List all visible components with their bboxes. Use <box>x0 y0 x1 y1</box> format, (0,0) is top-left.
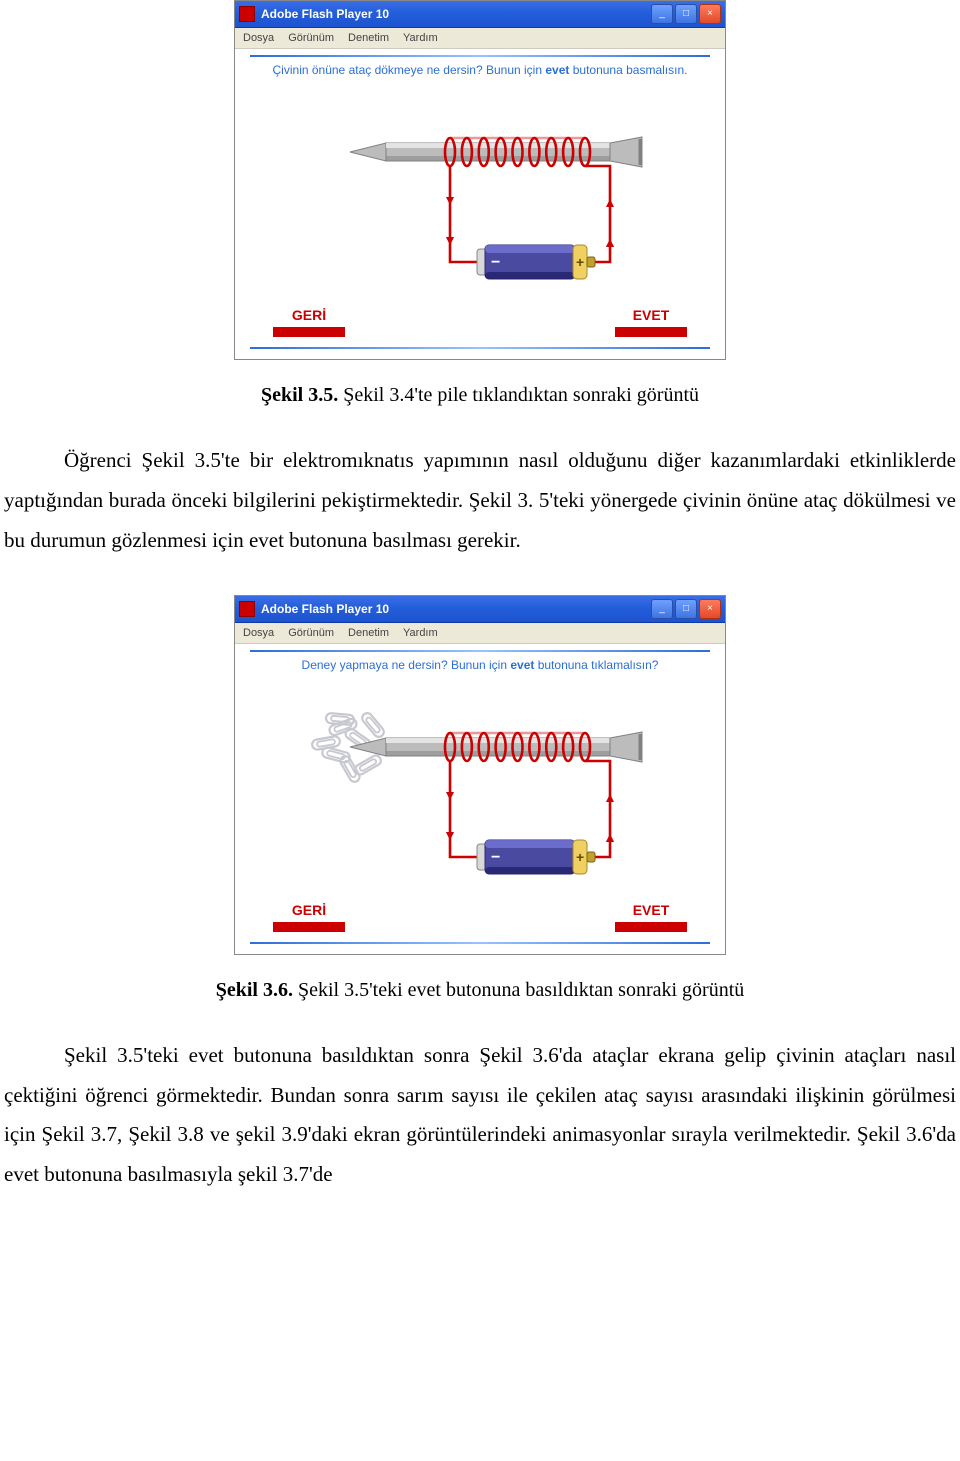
instruction-prefix: Çivinin önüne ataç dökmeye ne dersin? Bu… <box>273 63 546 77</box>
content-area: Çivinin önüne ataç dökmeye ne dersin? Bu… <box>235 49 725 359</box>
page: Adobe Flash Player 10 _ □ × Dosya Görünü… <box>0 0 960 1235</box>
flash-window-1: Adobe Flash Player 10 _ □ × Dosya Görünü… <box>234 0 726 360</box>
paragraph-1: Öğrenci Şekil 3.5'te bir elektromıknatıs… <box>0 441 960 561</box>
menu-item[interactable]: Dosya <box>243 627 274 639</box>
instruction-bold: evet <box>545 63 569 77</box>
top-separator <box>250 55 710 57</box>
evet-button[interactable]: EVET <box>615 307 687 337</box>
menu-item[interactable]: Denetim <box>348 627 389 639</box>
menubar: Dosya Görünüm Denetim Yardım <box>235 28 725 49</box>
close-button[interactable]: × <box>699 4 721 24</box>
figure-3-5-wrap: Adobe Flash Player 10 _ □ × Dosya Görünü… <box>0 0 960 360</box>
paragraph-2-text: Şekil 3.5'teki evet butonuna basıldıktan… <box>4 1043 956 1187</box>
titlebar-buttons: _ □ × <box>651 599 721 619</box>
evet-button-label: EVET <box>633 307 670 323</box>
diagram-2: −+ <box>250 682 710 892</box>
evet-button-bar <box>615 922 687 932</box>
svg-text:+: + <box>576 254 584 270</box>
minimize-button[interactable]: _ <box>651 599 673 619</box>
menu-item[interactable]: Dosya <box>243 32 274 44</box>
flash-icon <box>239 6 255 22</box>
titlebar-title: Adobe Flash Player 10 <box>261 7 651 21</box>
caption-title: Şekil 3.6. <box>216 979 293 1001</box>
maximize-button[interactable]: □ <box>675 4 697 24</box>
maximize-button[interactable]: □ <box>675 599 697 619</box>
caption-3-6: Şekil 3.6. Şekil 3.5'teki evet butonuna … <box>0 979 960 1002</box>
minimize-button[interactable]: _ <box>651 4 673 24</box>
back-button-label: GERİ <box>292 307 326 323</box>
instruction-suffix: butonuna basmalısın. <box>569 63 687 77</box>
paragraph-1-text: Öğrenci Şekil 3.5'te bir elektromıknatıs… <box>4 448 956 552</box>
menubar: Dosya Görünüm Denetim Yardım <box>235 623 725 644</box>
bottom-separator <box>250 942 710 944</box>
menu-item[interactable]: Denetim <box>348 32 389 44</box>
titlebar: Adobe Flash Player 10 _ □ × <box>235 596 725 623</box>
evet-button[interactable]: EVET <box>615 902 687 932</box>
back-button-bar <box>273 922 345 932</box>
top-separator <box>250 650 710 652</box>
evet-button-label: EVET <box>633 902 670 918</box>
menu-item[interactable]: Görünüm <box>288 627 334 639</box>
menu-item[interactable]: Görünüm <box>288 32 334 44</box>
caption-text: Şekil 3.5'teki evet butonuna basıldıktan… <box>293 979 744 1001</box>
titlebar: Adobe Flash Player 10 _ □ × <box>235 1 725 28</box>
instruction-suffix: butonuna tıklamalısın? <box>534 658 658 672</box>
caption-text: Şekil 3.4'te pile tıklandıktan sonraki g… <box>338 384 699 406</box>
svg-text:−: − <box>491 254 500 271</box>
bottom-separator <box>250 347 710 349</box>
svg-text:−: − <box>491 849 500 866</box>
button-row: GERİ EVET <box>243 892 717 936</box>
back-button[interactable]: GERİ <box>273 307 345 337</box>
titlebar-buttons: _ □ × <box>651 4 721 24</box>
instruction-bold: evet <box>510 658 534 672</box>
content-area: Deney yapmaya ne dersin? Bunun için evet… <box>235 644 725 954</box>
figure-3-6-wrap: Adobe Flash Player 10 _ □ × Dosya Görünü… <box>0 595 960 955</box>
button-row: GERİ EVET <box>243 297 717 341</box>
back-button-label: GERİ <box>292 902 326 918</box>
back-button-bar <box>273 327 345 337</box>
caption-3-5: Şekil 3.5. Şekil 3.4'te pile tıklandıkta… <box>0 384 960 407</box>
instruction-prefix: Deney yapmaya ne dersin? Bunun için <box>302 658 511 672</box>
menu-item[interactable]: Yardım <box>403 32 438 44</box>
instruction-text: Deney yapmaya ne dersin? Bunun için evet… <box>247 658 713 672</box>
evet-button-bar <box>615 327 687 337</box>
flash-icon <box>239 601 255 617</box>
titlebar-title: Adobe Flash Player 10 <box>261 602 651 616</box>
back-button[interactable]: GERİ <box>273 902 345 932</box>
instruction-text: Çivinin önüne ataç dökmeye ne dersin? Bu… <box>247 63 713 77</box>
svg-text:+: + <box>576 849 584 865</box>
paragraph-2: Şekil 3.5'teki evet butonuna basıldıktan… <box>0 1036 960 1196</box>
close-button[interactable]: × <box>699 599 721 619</box>
menu-item[interactable]: Yardım <box>403 627 438 639</box>
flash-window-2: Adobe Flash Player 10 _ □ × Dosya Görünü… <box>234 595 726 955</box>
diagram-1: −+ <box>250 87 710 297</box>
caption-title: Şekil 3.5. <box>261 384 338 406</box>
